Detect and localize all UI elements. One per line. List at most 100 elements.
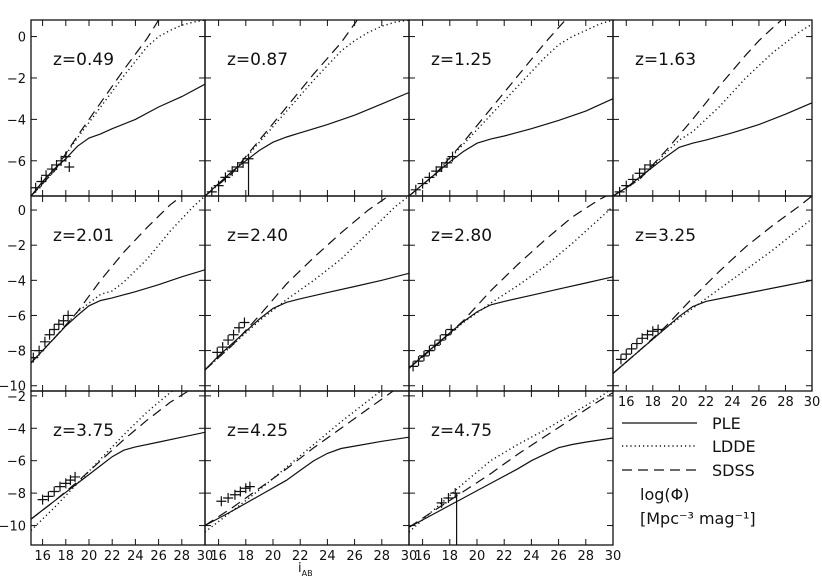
x-tick-label: 18 <box>58 549 75 564</box>
series-sdss-line <box>613 20 782 196</box>
series-ldde-line <box>205 196 409 371</box>
panel-4: z=2.01 −10 −8 −6 −4 −2 0 <box>0 195 206 395</box>
data-point <box>63 310 74 321</box>
data-point <box>31 352 39 363</box>
x-tick-label: 16 <box>618 395 635 410</box>
data-point <box>642 329 653 340</box>
series-ple-line <box>409 276 613 369</box>
data-point <box>450 488 461 499</box>
data-point <box>229 489 240 500</box>
data-point <box>615 354 626 365</box>
x-tick-label: 30 <box>804 395 821 410</box>
data-point <box>235 486 246 497</box>
y-tick-label: −4 <box>7 113 26 128</box>
panel-8: z=3.75 −10 −8 −6 −4 −2 16 18 20 22 24 26 28 30 <box>0 390 213 564</box>
data-point <box>70 471 81 482</box>
data-point <box>31 182 41 193</box>
data-point <box>228 329 239 340</box>
data-point <box>234 322 244 333</box>
y-tick-label: 0 <box>18 204 26 219</box>
data-point <box>206 186 217 196</box>
x-tick-label: 18 <box>442 549 459 564</box>
data-point <box>238 157 249 168</box>
data-point <box>424 345 435 356</box>
x-tick-label: 22 <box>292 549 309 564</box>
legend-ylabel-line1: log(Φ) <box>640 485 689 504</box>
panel-plot-area <box>31 20 205 196</box>
y-tick-label: −4 <box>7 422 26 437</box>
x-tick-label: 16 <box>210 549 227 564</box>
panel-plot-area <box>31 196 205 364</box>
series-ldde-line <box>409 391 610 533</box>
y-tick-label: 0 <box>18 31 26 46</box>
data-point <box>64 162 75 173</box>
data-point <box>240 483 251 494</box>
redshift-label: z=4.25 <box>227 421 288 441</box>
y-tick-label: −6 <box>7 455 26 470</box>
x-axis-title-subscript: AB <box>302 569 313 578</box>
panel-0: z=0.49 −6 −4 −2 0 <box>7 19 206 197</box>
redshift-label: z=3.25 <box>635 226 696 246</box>
data-point <box>627 174 638 185</box>
x-axis-title-main: i <box>298 561 302 576</box>
series-sdss-line <box>205 391 395 527</box>
x-tick-label: 24 <box>724 395 741 410</box>
data-point <box>51 159 62 170</box>
data-point <box>436 162 447 173</box>
data-point <box>216 496 227 507</box>
data-point <box>446 324 457 335</box>
x-tick-label: 24 <box>319 549 336 564</box>
series-sdss-line <box>205 196 389 371</box>
legend: PLE LDDE SDSS log(Φ) [Mpc⁻³ mag⁻¹] <box>622 414 756 528</box>
series-sdss-line <box>409 196 607 369</box>
data-point <box>239 317 250 328</box>
data-point <box>429 340 440 351</box>
series-ple-line <box>205 272 409 371</box>
data-point <box>639 164 650 175</box>
series-ldde-line <box>31 20 205 196</box>
panel-5: z=2.40 <box>204 195 410 392</box>
x-tick-label: 18 <box>238 549 255 564</box>
x-tick-label: 26 <box>550 549 567 564</box>
y-tick-label: −8 <box>7 487 26 502</box>
series-ple-line <box>409 98 613 196</box>
series-sdss-line <box>205 20 358 196</box>
x-tick-label: 16 <box>34 549 51 564</box>
panel-frame <box>30 390 206 546</box>
x-tick-label: 24 <box>523 549 540 564</box>
panel-2: z=1.25 <box>408 19 614 197</box>
data-point <box>44 329 55 340</box>
data-point <box>39 336 50 347</box>
data-point <box>424 172 435 183</box>
series-sdss-line <box>613 196 812 374</box>
data-point <box>631 338 642 349</box>
data-point <box>37 494 48 505</box>
data-point <box>217 342 228 353</box>
data-point <box>447 151 458 162</box>
redshift-label: z=2.40 <box>227 226 288 246</box>
redshift-label: z=1.25 <box>431 50 492 70</box>
panel-plot-area <box>409 20 613 196</box>
data-point <box>56 155 67 166</box>
panel-frame <box>408 390 614 546</box>
x-tick-label: 26 <box>346 549 363 564</box>
panel-plot-area <box>205 196 409 371</box>
data-point <box>614 186 625 196</box>
panel-1: z=0.87 <box>204 19 410 197</box>
data-point <box>213 180 224 191</box>
series-ldde-line <box>205 391 382 533</box>
data-point <box>36 176 47 187</box>
data-point <box>244 481 255 492</box>
x-tick-label: 30 <box>605 549 622 564</box>
data-point <box>58 315 69 326</box>
x-tick-label: 26 <box>150 549 167 564</box>
redshift-label: z=1.63 <box>635 50 696 70</box>
series-ple-line <box>205 436 409 527</box>
y-tick-label: −8 <box>7 345 26 360</box>
y-tick-label: −10 <box>0 380 26 395</box>
data-point <box>621 180 632 191</box>
redshift-label: z=3.75 <box>53 421 114 441</box>
x-tick-label: 18 <box>645 395 662 410</box>
y-tick-label: −2 <box>7 72 26 87</box>
data-point <box>55 481 65 492</box>
